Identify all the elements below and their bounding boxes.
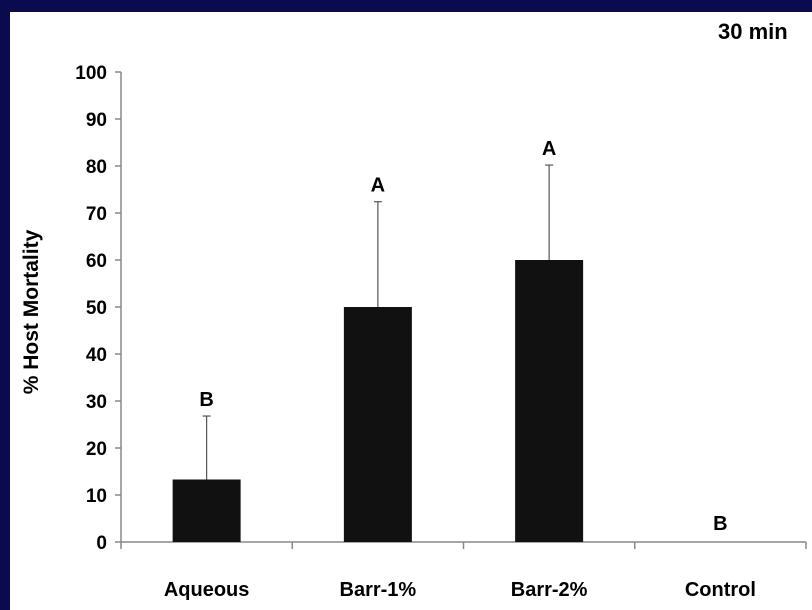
chart-title: 30 min: [718, 19, 788, 44]
y-tick-label: 100: [75, 63, 107, 84]
bar: [343, 307, 412, 542]
y-tick-label: 80: [86, 157, 107, 178]
y-tick-label: 60: [86, 251, 107, 272]
y-tick-label: 10: [86, 486, 107, 507]
x-tick-label: Aqueous: [164, 579, 250, 601]
y-tick-label: 20: [86, 439, 107, 460]
bar-chart: 30 min % Host Mortality 0 10 20 30 40 50 60 70 8…: [20, 19, 807, 601]
y-tick-label: 50: [86, 298, 107, 319]
bar: [515, 260, 584, 542]
x-tick-label: Barr-2%: [511, 579, 588, 601]
x-tick-label: Control: [685, 579, 756, 601]
y-tick-label: 40: [86, 345, 107, 366]
y-tick-label: 30: [86, 392, 107, 413]
y-tick-label: 90: [86, 110, 107, 131]
significance-label: A: [542, 138, 556, 160]
plot-area: 0 10 20 30 40 50 60 70 80 90 100 B Aqueous A Barr-1% A B…: [75, 63, 807, 601]
significance-label: A: [371, 175, 385, 197]
y-tick-label: 70: [86, 204, 107, 225]
bar: [172, 479, 241, 542]
x-tick-label: Barr-1%: [340, 579, 417, 601]
chart-panel: 30 min % Host Mortality 0 10 20 30 40 50 60 70 8…: [10, 12, 812, 610]
y-axis-label: % Host Mortality: [20, 229, 43, 394]
significance-label: B: [713, 513, 727, 535]
significance-label: B: [199, 389, 213, 411]
y-tick-label: 0: [96, 533, 107, 554]
